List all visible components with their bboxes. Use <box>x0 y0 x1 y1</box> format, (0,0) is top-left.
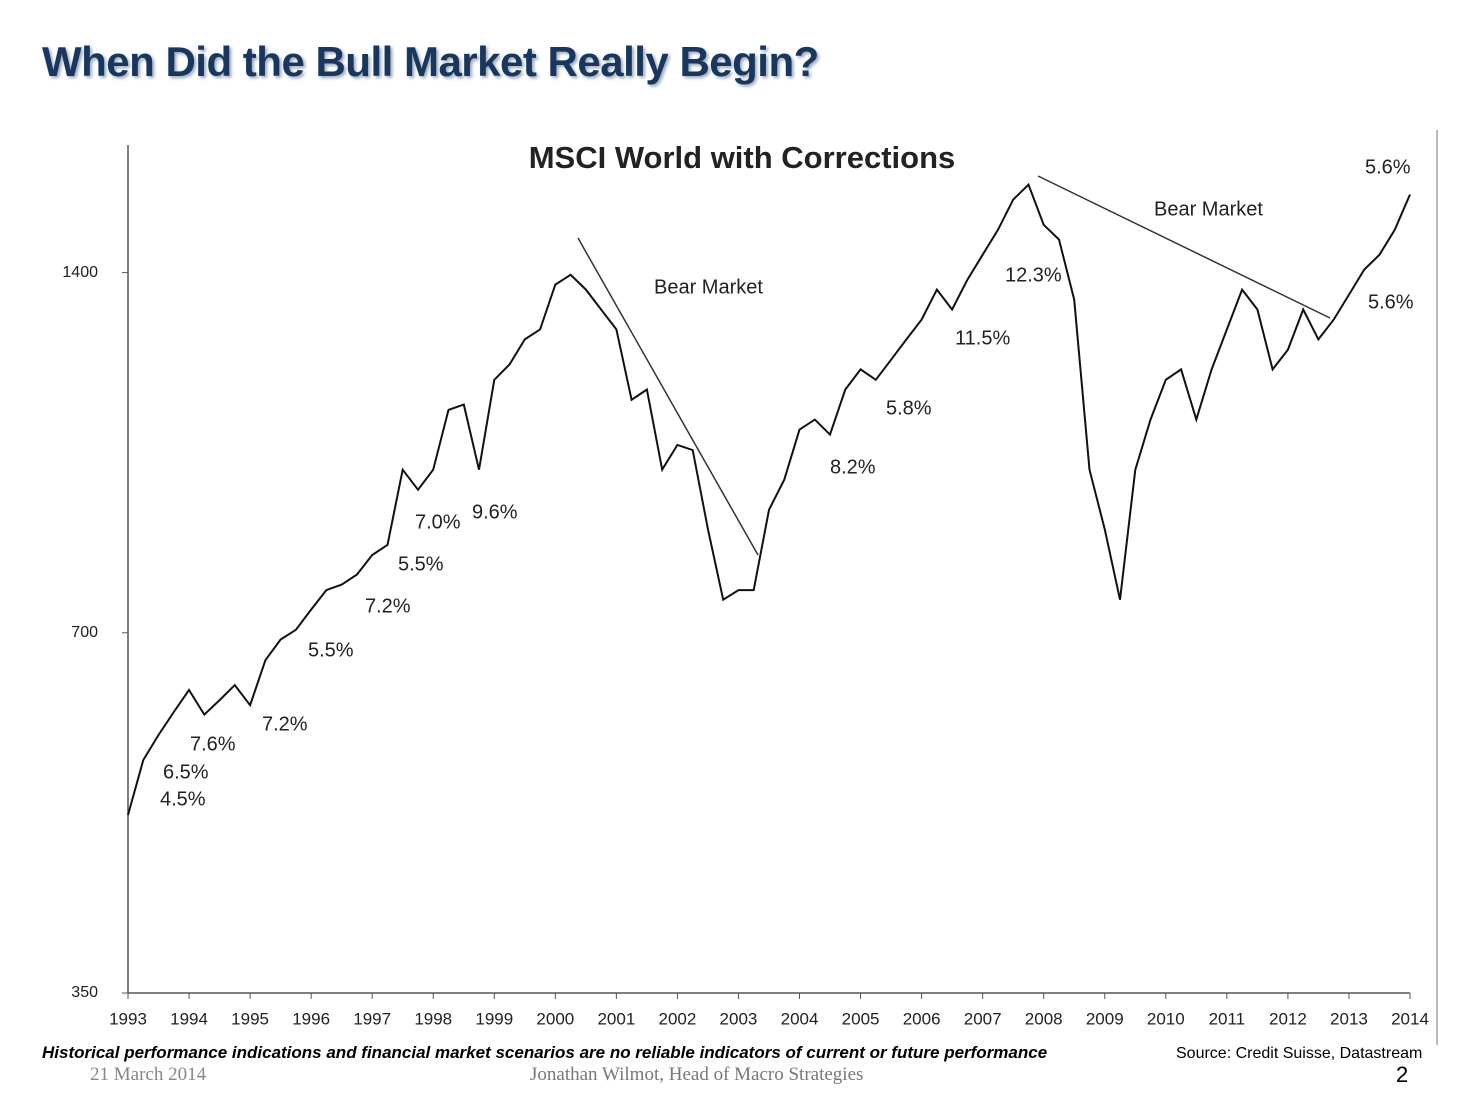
annotation: 4.5% <box>160 788 206 810</box>
page-number: 2 <box>1396 1062 1409 1087</box>
price-line <box>127 182 1411 816</box>
annotation: Bear Market <box>1154 198 1263 220</box>
x-tick-label: 2000 <box>536 1009 574 1028</box>
y-tick-label: 1400 <box>62 264 98 281</box>
x-tick-label: 2012 <box>1269 1009 1307 1028</box>
x-tick-label: 1997 <box>353 1009 391 1028</box>
source: Source: Credit Suisse, Datastream <box>1176 1045 1423 1062</box>
x-tick-label: 1993 <box>109 1009 147 1028</box>
annotation: 5.8% <box>886 397 932 419</box>
author: Jonathan Wilmot, Head of Macro Strategie… <box>530 1064 864 1085</box>
disclaimer: Historical performance indications and f… <box>42 1043 1048 1062</box>
x-tick-label: 1998 <box>414 1009 452 1028</box>
x-tick-label: 2014 <box>1391 1009 1429 1028</box>
x-tick-label: 2008 <box>1025 1009 1063 1028</box>
annotation: 5.6% <box>1368 291 1414 313</box>
x-tick-label: 2013 <box>1330 1009 1368 1028</box>
x-tick-label: 2004 <box>781 1009 819 1028</box>
x-tick-label: 2005 <box>842 1009 880 1028</box>
bear-trend-line <box>1037 175 1331 319</box>
x-tick-label: 2001 <box>597 1009 635 1028</box>
y-tick-label: 700 <box>71 624 98 641</box>
x-tick-label: 2011 <box>1209 1009 1246 1028</box>
annotation: 6.5% <box>163 761 209 783</box>
annotation: 12.3% <box>1005 264 1062 286</box>
x-tick-label: 2002 <box>659 1009 697 1028</box>
y-tick-label: 350 <box>71 984 98 1001</box>
x-tick-label: 2003 <box>720 1009 758 1028</box>
annotation: 11.5% <box>955 327 1010 349</box>
annotation: 7.0% <box>415 511 461 533</box>
x-tick-label: 2009 <box>1086 1009 1124 1028</box>
annotation: 7.2% <box>262 713 308 735</box>
annotation: 9.6% <box>472 501 518 523</box>
annotation: 7.6% <box>190 733 236 755</box>
x-tick-label: 2007 <box>964 1009 1002 1028</box>
bear-trend-line <box>577 237 759 556</box>
annotation: 8.2% <box>830 456 876 478</box>
annotation: 7.2% <box>365 595 411 617</box>
annotation: Bear Market <box>654 276 763 298</box>
date: 21 March 2014 <box>90 1064 207 1085</box>
x-tick-label: 2010 <box>1147 1009 1185 1028</box>
x-tick-label: 1999 <box>475 1009 513 1028</box>
x-tick-label: 1994 <box>170 1009 208 1028</box>
annotation: 5.5% <box>398 553 444 575</box>
annotation: 5.6% <box>1365 156 1411 178</box>
x-tick-label: 2006 <box>903 1009 941 1028</box>
x-tick-label: 1995 <box>231 1009 269 1028</box>
x-tick-label: 1996 <box>292 1009 330 1028</box>
chart-title: MSCI World with Corrections <box>529 140 956 175</box>
slide-title: When Did the Bull Market Really Begin? <box>42 38 819 85</box>
annotation: 5.5% <box>308 639 354 661</box>
